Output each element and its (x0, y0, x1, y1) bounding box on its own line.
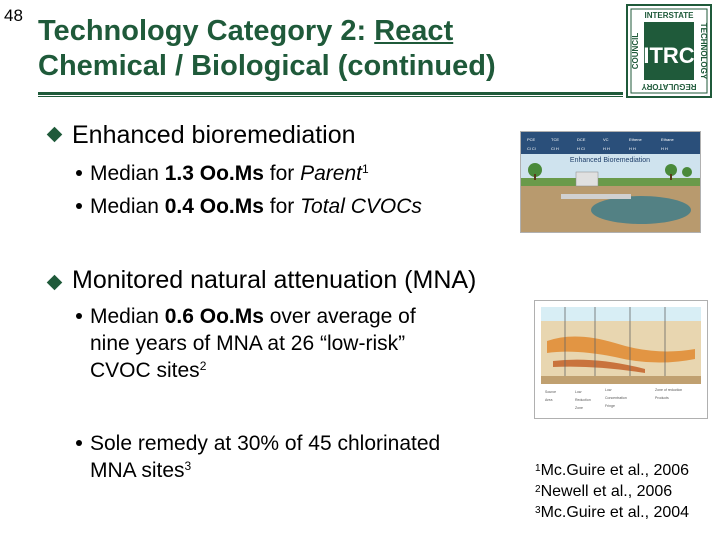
sub-bullet-1-1: Median 1.3 Oo.Ms for Parent1 (90, 162, 369, 185)
bullet-diamond-2 (46, 274, 63, 291)
svg-text:Low: Low (575, 390, 582, 394)
sub-bullet-dot (76, 313, 82, 319)
itrc-logo: INTERSTATE REGULATORY COUNCIL TECHNOLOGY… (626, 4, 712, 98)
sub-bullet-dot (76, 440, 82, 446)
logo-bottom-text: REGULATORY (641, 82, 697, 91)
mna-plume-diagram: Source Low Low Zone of reduction Area Reduct… (534, 300, 708, 419)
sub-bullet-dot (76, 203, 82, 209)
logo-center-text: ITRC (643, 43, 694, 68)
svg-text:Ethene: Ethene (629, 137, 642, 142)
sub-bullet-1-2: Median 0.4 Oo.Ms for Total CVOCs (90, 195, 422, 218)
svg-text:Low: Low (605, 388, 612, 392)
logo-right-text: TECHNOLOGY (699, 23, 708, 80)
slide-title: Technology Category 2: React Chemical / … (38, 14, 598, 84)
svg-text:TCE: TCE (551, 137, 559, 142)
sub-bullet-dot (76, 170, 82, 176)
bioremediation-diagram-title: Enhanced Bioremediation (570, 157, 650, 164)
svg-text:Concentration: Concentration (605, 396, 627, 400)
reference-item: 2Newell et al., 2006 (535, 483, 673, 500)
bullet-diamond-1 (46, 126, 63, 143)
bioremediation-diagram: PCE TCE DCE VC Ethene Ethane Cl Cl Cl H H Cl H H… (520, 131, 701, 233)
svg-text:DCE: DCE (577, 137, 586, 142)
svg-text:Ethane: Ethane (661, 137, 674, 142)
svg-text:VC: VC (603, 137, 609, 142)
svg-text:H Cl: H Cl (577, 146, 585, 151)
svg-text:Reduction: Reduction (575, 398, 591, 402)
svg-text:Cl Cl: Cl Cl (527, 146, 536, 151)
svg-text:Source: Source (545, 390, 556, 394)
logo-left-text: COUNCIL (631, 33, 640, 70)
title-line-1: Technology Category 2: React (38, 14, 598, 49)
svg-text:H H: H H (629, 146, 636, 151)
reference-item: 3Mc.Guire et al., 2004 (535, 504, 690, 521)
title-divider (38, 92, 623, 95)
slide-number: 48 (4, 6, 23, 25)
svg-text:Area: Area (545, 398, 552, 402)
reference-item: 1Mc.Guire et al., 2006 (535, 462, 690, 479)
references: 1Mc.Guire et al., 2006 2Newell et al., 2… (535, 460, 689, 523)
svg-text:Cl H: Cl H (551, 146, 559, 151)
svg-text:H H: H H (661, 146, 668, 151)
svg-text:Zone: Zone (575, 406, 583, 410)
sub-bullet-2-2: Sole remedy at 30% of 45 chlorinated MNA… (90, 432, 441, 482)
title-line-2: Chemical / Biological (continued) (38, 50, 496, 82)
svg-text:H H: H H (603, 146, 610, 151)
sub-bullet-2-1: Median 0.6 Oo.Ms over average of nine ye… (90, 305, 416, 382)
bullet-1-label: Enhanced bioremediation (72, 121, 356, 149)
title-divider-thin (38, 96, 623, 97)
title-underlined: React (374, 15, 454, 47)
svg-text:PCE: PCE (527, 137, 536, 142)
bullet-2-label: Monitored natural attenuation (MNA) (72, 266, 477, 294)
svg-text:Zone of reduction: Zone of reduction (655, 388, 682, 392)
svg-text:Fringe: Fringe (605, 404, 615, 408)
svg-text:Products: Products (655, 396, 669, 400)
logo-top-text: INTERSTATE (644, 11, 694, 20)
title-prefix: Technology Category 2: (38, 15, 375, 47)
